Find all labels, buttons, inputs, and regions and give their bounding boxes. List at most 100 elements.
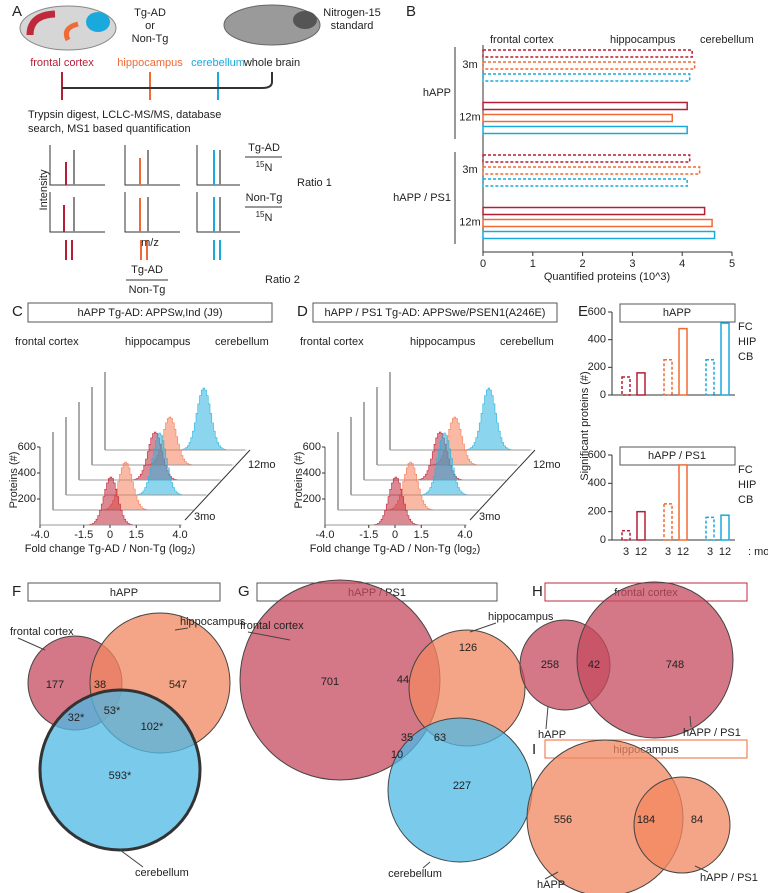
set-label: hippocampus [488, 611, 554, 623]
label: Non-Tg [246, 192, 283, 204]
x-axis-label: Fold change Tg-AD / Non-Tg (log2) [310, 543, 481, 556]
legend-entry: HIP [738, 479, 756, 491]
set-label: hAPP / PS1 [683, 727, 741, 739]
x-tick-label: 3 [623, 546, 629, 558]
x-tick-label: 12 [719, 546, 731, 558]
x-tick-label: 3 [629, 258, 635, 270]
x-tick-label: 0 [480, 258, 486, 270]
title-box [27, 582, 221, 602]
x-tick-label: 12 [635, 546, 647, 558]
panel-label: A [12, 3, 22, 20]
set-label: frontal cortex [10, 626, 74, 638]
legend-entry: FC [738, 464, 753, 476]
label: Nitrogen-15 [323, 7, 380, 19]
region-count: 10 [391, 749, 403, 761]
bar [482, 166, 701, 175]
y-tick-label: 0 [600, 534, 606, 546]
region-count: 593* [109, 770, 132, 782]
x-axis-label-part: 2 [472, 547, 477, 556]
venn-title: hAPP [110, 587, 138, 599]
region-count: 42 [588, 659, 600, 671]
bar [621, 376, 631, 396]
x-axis-label-part: ) [192, 543, 196, 555]
label: search, MS1 based quantification [28, 123, 191, 135]
venn-circle [633, 776, 731, 874]
y-tick-label: 400 [303, 467, 321, 479]
label: Tg-AD [131, 264, 163, 276]
depth-label: 12mo [248, 459, 276, 471]
x-tick-label: 0 [392, 529, 398, 541]
y-tick-label: 600 [588, 306, 606, 318]
chart-title: hAPP / PS1 [648, 450, 706, 462]
set-label: frontal cortex [240, 620, 304, 632]
x-tick-label: -1.5 [359, 529, 378, 541]
bar [678, 464, 688, 541]
legend-entry: FC [738, 321, 753, 333]
x-tick-label: 4.0 [172, 529, 187, 541]
bar [482, 178, 688, 187]
panel-label: D [297, 303, 308, 320]
panel-label: C [12, 303, 23, 320]
x-tick-label: 12 [677, 546, 689, 558]
label: 15N [256, 160, 273, 174]
x-tick-label: -4.0 [316, 529, 335, 541]
label: N [264, 212, 272, 224]
y-tick-label: 200 [588, 361, 606, 373]
legend-entry: CB [738, 494, 753, 506]
panel-label: E [578, 303, 588, 320]
region-count: 547 [169, 679, 187, 691]
bar [482, 101, 688, 111]
leader [119, 849, 144, 868]
y-tick-label: 600 [588, 449, 606, 461]
bar [705, 358, 715, 396]
x-tick-label: -1.5 [74, 529, 93, 541]
leader [544, 871, 559, 880]
region-count: 227 [453, 780, 471, 792]
histogram-layer [53, 461, 195, 511]
bar [621, 530, 631, 541]
panel-label: I [532, 741, 536, 758]
region-count: 35 [401, 732, 413, 744]
label: Tg-AD [134, 7, 166, 19]
title-box [312, 302, 558, 323]
region-count: 32* [68, 712, 85, 724]
region-count: 63 [434, 732, 446, 744]
x-tick-label: 5 [729, 258, 735, 270]
bar [720, 514, 730, 541]
x-tick-label: 4 [679, 258, 685, 270]
bar [482, 218, 713, 228]
set-label: hippocampus [180, 616, 246, 628]
bar [636, 510, 646, 541]
legend-entry: frontal cortex [300, 336, 364, 348]
legend-entry: hippocampus [410, 336, 476, 348]
legend-entry: cerebellum [215, 336, 269, 348]
label: Ratio 1 [297, 177, 332, 189]
bar [482, 230, 716, 240]
region-count: 126 [459, 642, 477, 654]
region-count: 102* [141, 721, 164, 733]
y-tick-label: 0 [600, 389, 606, 401]
depth-label: 3mo [194, 511, 215, 523]
x-tick-label: 0 [107, 529, 113, 541]
label: Trypsin digest, LCLC-MS/MS, database [28, 109, 221, 121]
region-count: 53* [104, 705, 121, 717]
y-tick-label: 200 [588, 506, 606, 518]
leader [247, 631, 291, 641]
set-label: hAPP [537, 879, 565, 891]
leader [694, 865, 709, 873]
region-count: 38 [94, 679, 106, 691]
x-axis-label-part: Fold change Tg-AD / Non-Tg (log [25, 543, 187, 555]
category-label: 12m [459, 111, 480, 123]
bar [705, 516, 715, 541]
legend-entry: hippocampus [610, 34, 676, 46]
x-axis-label-part: Fold change Tg-AD / Non-Tg (log [310, 543, 472, 555]
bar [482, 113, 673, 123]
y-axis-label: Proteins (#) [293, 452, 305, 509]
x-tick-label: 1 [530, 258, 536, 270]
x-tick-label: 2 [580, 258, 586, 270]
label: frontal cortex [30, 57, 94, 69]
x-axis-label-part: ) [477, 543, 481, 555]
y-tick-label: 400 [588, 477, 606, 489]
spectra [49, 145, 282, 281]
